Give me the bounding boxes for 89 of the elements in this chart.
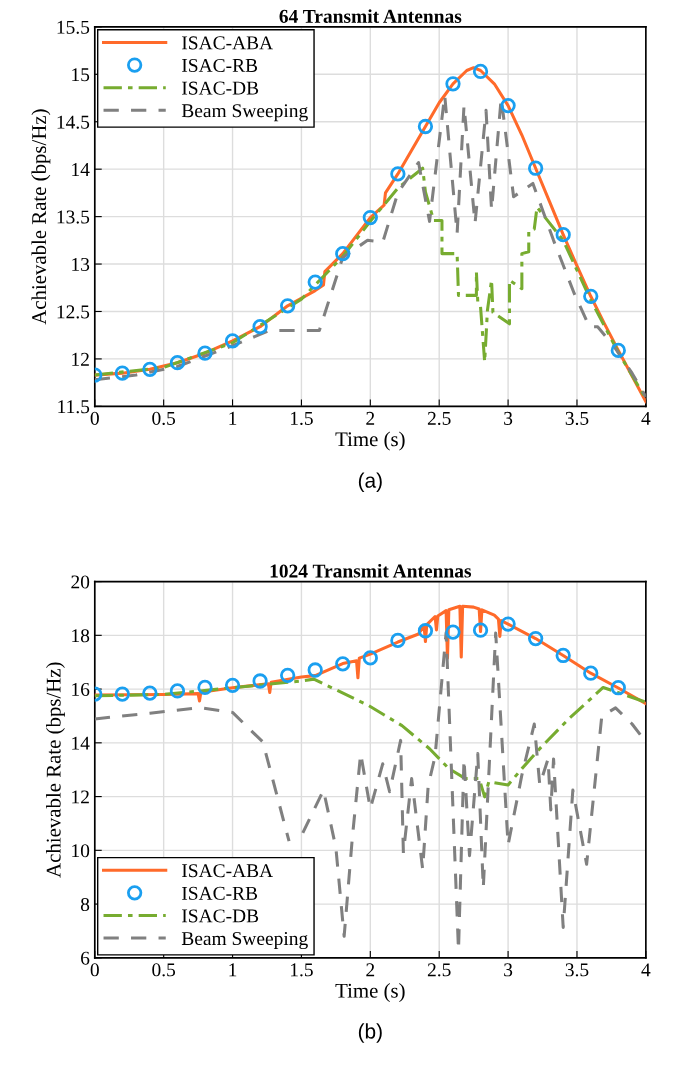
point bbox=[472, 622, 489, 638]
x-tick-label: 0 bbox=[90, 963, 99, 977]
x-tick-label: 0 bbox=[90, 411, 99, 425]
legend-label: ISAC-DB bbox=[182, 909, 259, 923]
x-axis-title: Time (s) bbox=[335, 431, 405, 451]
point bbox=[610, 680, 626, 696]
point bbox=[114, 686, 130, 702]
point bbox=[142, 361, 158, 377]
x-tick-label: 1.5 bbox=[290, 963, 313, 977]
point bbox=[280, 298, 296, 314]
point bbox=[445, 76, 461, 92]
text: (b) bbox=[358, 1023, 382, 1043]
y-tick-label: 6 bbox=[81, 951, 90, 965]
x-tick-label: 3 bbox=[504, 411, 513, 425]
y-tick-label: 11.5 bbox=[58, 400, 90, 414]
legend-label: ISAC-ABA bbox=[182, 864, 273, 878]
point bbox=[472, 63, 489, 80]
point bbox=[500, 97, 516, 114]
x-tick-label: 2.5 bbox=[427, 411, 451, 425]
point bbox=[610, 342, 626, 359]
y-tick-label: 16 bbox=[72, 682, 90, 697]
point bbox=[583, 665, 599, 681]
x-tick-label: 3.5 bbox=[565, 411, 589, 425]
point bbox=[252, 673, 268, 689]
point bbox=[307, 662, 323, 678]
y-tick-label: 8 bbox=[80, 897, 90, 912]
x-tick-label: 2 bbox=[366, 963, 375, 977]
point bbox=[417, 623, 434, 639]
point bbox=[335, 245, 351, 262]
point bbox=[197, 345, 213, 361]
y-tick-label: 13.5 bbox=[57, 210, 90, 224]
point bbox=[500, 616, 516, 632]
point bbox=[114, 365, 130, 381]
legend-label: ISAC-RB bbox=[182, 886, 258, 900]
x-tick-label: 4 bbox=[641, 963, 651, 977]
y-tick-label: 18 bbox=[72, 629, 90, 643]
y-tick-label: 15.5 bbox=[57, 20, 90, 34]
x-tick-label: 1.5 bbox=[290, 411, 313, 425]
x-tick-label: 0.5 bbox=[152, 411, 176, 425]
x-tick-label: 1 bbox=[229, 411, 237, 425]
y-axis-title: Achievable Rate (bps/Hz) bbox=[31, 109, 51, 325]
y-tick-label: 14.5 bbox=[57, 115, 90, 129]
chart-title: 64 Transmit Antennas bbox=[279, 9, 462, 23]
point bbox=[390, 632, 406, 649]
y-tick-label: 13 bbox=[72, 257, 90, 271]
point bbox=[224, 677, 241, 693]
point bbox=[555, 227, 571, 243]
x-axis-title: Time (s) bbox=[335, 983, 405, 1002]
legend-label: Beam Sweeping bbox=[181, 932, 308, 950]
point bbox=[583, 288, 599, 304]
y-axis-title: Achievable Rate (bps/Hz) bbox=[46, 662, 65, 878]
x-tick-label: 2 bbox=[366, 411, 375, 425]
chart-title: 1024 Transmit Antennas bbox=[270, 563, 472, 578]
point bbox=[252, 319, 268, 335]
legend-label: ISAC-ABA bbox=[182, 36, 273, 50]
x-tick-label: 4 bbox=[641, 411, 651, 425]
x-tick-label: 2.5 bbox=[427, 963, 451, 977]
point bbox=[335, 656, 351, 672]
point bbox=[528, 160, 544, 176]
y-tick-label: 12 bbox=[72, 352, 89, 366]
y-tick-label: 12 bbox=[72, 790, 89, 804]
point bbox=[362, 209, 378, 226]
legend-label: Beam Sweeping bbox=[181, 104, 308, 122]
y-tick-label: 14 bbox=[72, 736, 90, 750]
y-tick-label: 14 bbox=[72, 163, 90, 176]
point bbox=[307, 274, 323, 290]
point bbox=[142, 685, 158, 701]
point bbox=[169, 683, 186, 699]
point bbox=[280, 667, 296, 684]
point bbox=[555, 647, 571, 664]
x-tick-label: 3.5 bbox=[565, 963, 589, 977]
y-tick-label: 10 bbox=[72, 844, 90, 858]
y-tick-label: 15 bbox=[72, 68, 90, 82]
x-tick-label: 1 bbox=[229, 963, 237, 977]
y-tick-label: 20 bbox=[71, 575, 90, 589]
x-tick-label: 3 bbox=[504, 963, 513, 977]
legend-label: ISAC-DB bbox=[182, 81, 259, 95]
point bbox=[362, 650, 378, 666]
point bbox=[169, 355, 186, 371]
y-tick-label: 12.5 bbox=[57, 305, 90, 319]
point bbox=[528, 630, 544, 647]
x-tick-label: 0.5 bbox=[152, 963, 176, 977]
point bbox=[417, 118, 434, 135]
point bbox=[445, 624, 461, 640]
text: (a) bbox=[358, 472, 382, 492]
point bbox=[390, 166, 406, 182]
point bbox=[197, 679, 213, 696]
point bbox=[224, 333, 241, 349]
legend-label: ISAC-RB bbox=[182, 58, 258, 73]
